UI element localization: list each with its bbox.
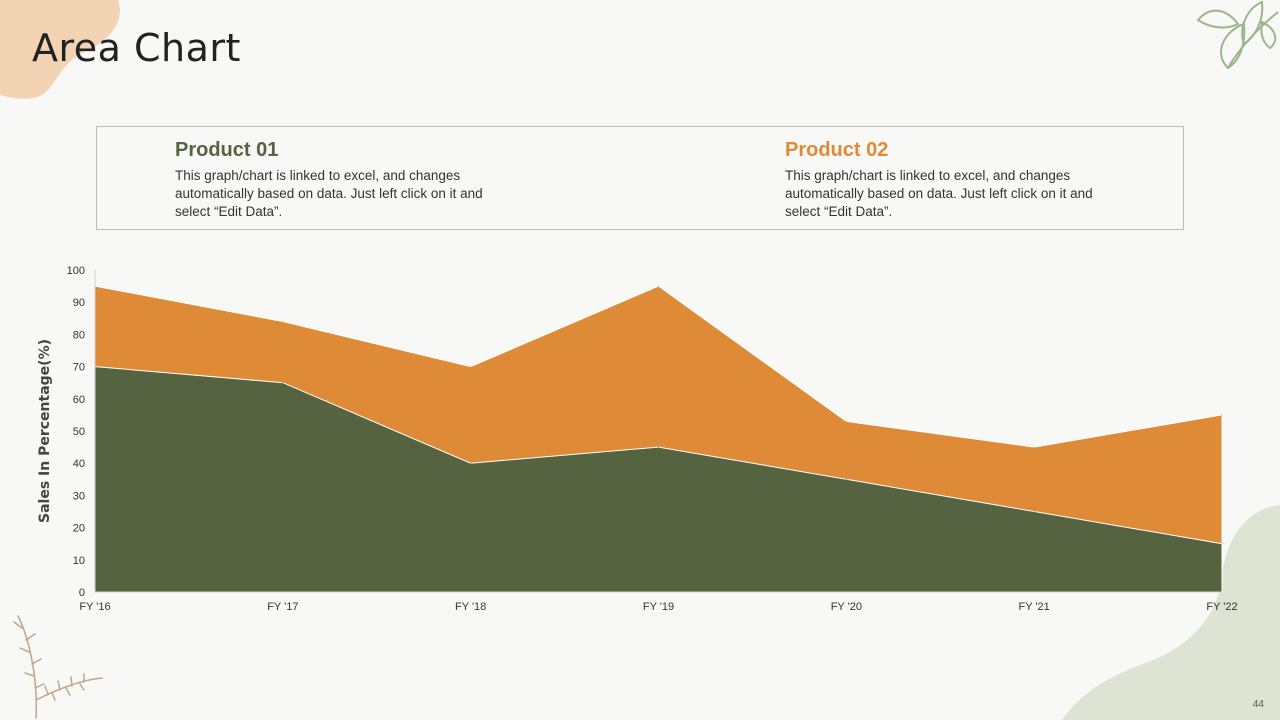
data-point-product-02-3 xyxy=(658,285,659,287)
legend-item-product-01: Product 01 This graph/chart is linked to… xyxy=(175,139,505,221)
data-point-product-01-3 xyxy=(658,446,659,448)
page-number: 44 xyxy=(1252,699,1264,710)
x-tick-label: FY '18 xyxy=(455,601,486,613)
x-tick-label: FY '20 xyxy=(831,601,862,613)
legend-desc-product-02: This graph/chart is linked to excel, and… xyxy=(785,168,1093,219)
data-point-product-02-5 xyxy=(1033,446,1035,448)
legend-name-product-02: Product 02 xyxy=(785,139,889,161)
legend-box: Product 01 This graph/chart is linked to… xyxy=(96,126,1184,230)
y-tick-label: 40 xyxy=(73,458,85,470)
data-point-product-01-2 xyxy=(470,462,472,464)
data-point-product-01-4 xyxy=(845,478,847,480)
x-tick-label: FY '22 xyxy=(1206,601,1237,613)
data-point-product-02-6 xyxy=(1221,414,1223,416)
y-tick-label: 90 xyxy=(73,297,85,309)
y-tick-label: 60 xyxy=(73,394,85,406)
y-tick-label: 30 xyxy=(73,490,85,502)
legend-item-product-02: Product 02 This graph/chart is linked to… xyxy=(785,139,1115,221)
legend-name-product-01: Product 01 xyxy=(175,139,279,161)
legend-desc-product-01: This graph/chart is linked to excel, and… xyxy=(175,168,483,219)
data-point-product-01-6 xyxy=(1221,543,1223,545)
x-tick-label: FY '16 xyxy=(79,601,110,613)
y-axis-title: Sales In Percentage(%) xyxy=(37,339,53,523)
x-tick-label: FY '19 xyxy=(643,601,674,613)
data-point-product-02-1 xyxy=(282,321,284,323)
data-point-product-01-5 xyxy=(1033,511,1035,512)
leaf-branch-icon xyxy=(1196,0,1279,70)
y-tick-label: 50 xyxy=(73,426,85,438)
data-point-product-01-1 xyxy=(282,382,284,384)
sage-blob xyxy=(1062,505,1280,720)
area-series-product-01 xyxy=(94,366,1223,593)
y-tick-label: 100 xyxy=(67,265,85,277)
peach-blob xyxy=(0,0,120,99)
x-tick-label: FY '17 xyxy=(267,601,298,613)
y-tick-label: 20 xyxy=(73,523,85,535)
page-title: Area Chart xyxy=(32,26,241,70)
data-point-product-02-4 xyxy=(845,420,847,422)
y-tick-label: 0 xyxy=(79,587,85,599)
sprig-icon xyxy=(13,615,103,719)
data-point-product-02-2 xyxy=(470,366,472,368)
y-tick-label: 70 xyxy=(73,362,85,374)
y-tick-label: 80 xyxy=(73,329,85,341)
x-tick-label: FY '21 xyxy=(1019,601,1050,613)
y-tick-label: 10 xyxy=(73,555,85,567)
